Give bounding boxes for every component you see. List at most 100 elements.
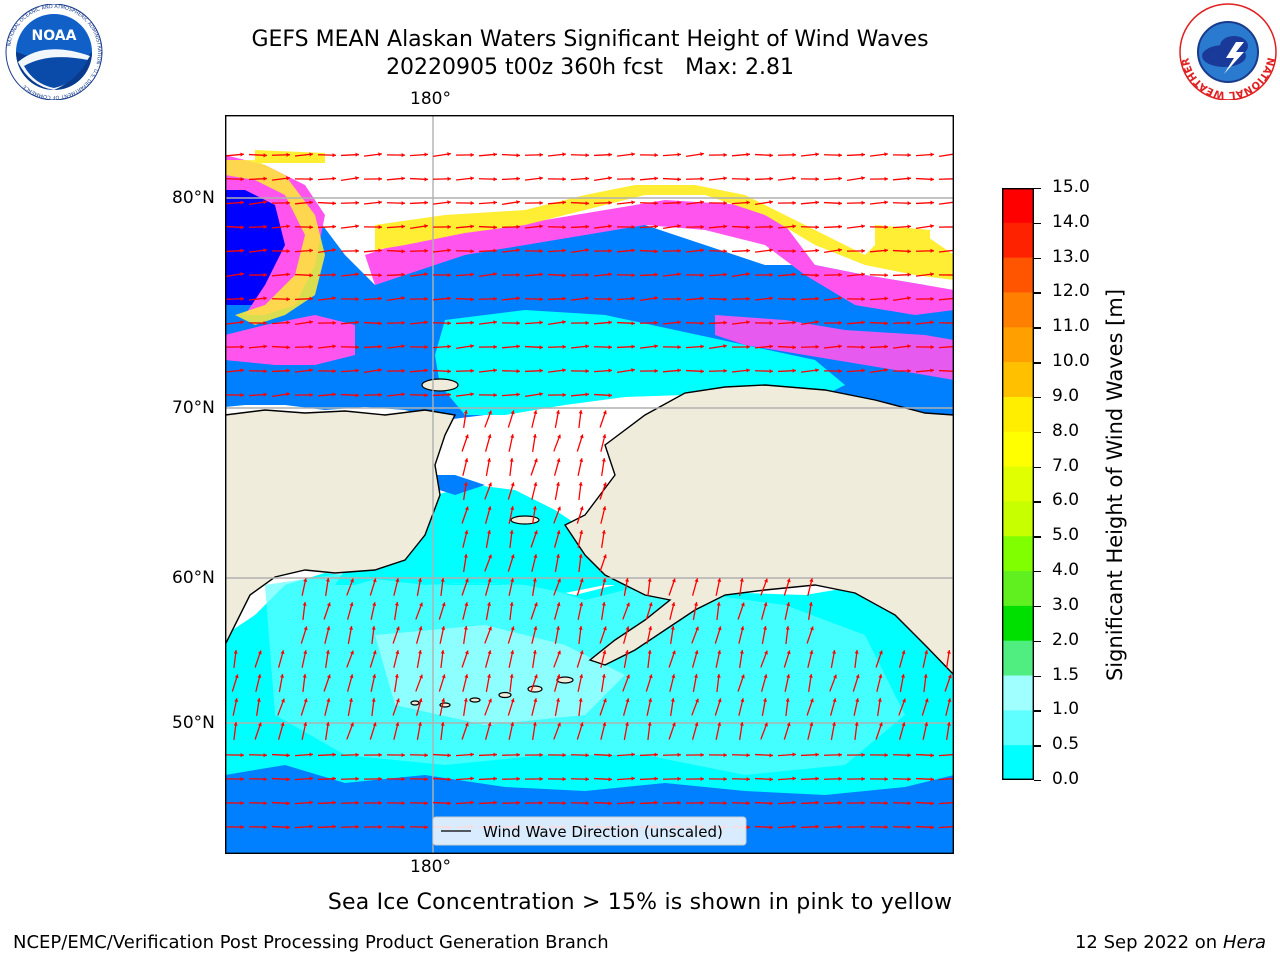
- wave-direction-arrowhead: [792, 320, 796, 325]
- wave-direction-arrowhead: [884, 368, 888, 373]
- wave-direction-arrowhead: [487, 650, 492, 655]
- wave-direction-arrowhead: [671, 674, 676, 679]
- wave-direction-arrowhead: [930, 320, 934, 325]
- wave-direction-arrowhead: [671, 578, 676, 583]
- wave-direction-arrowhead: [440, 578, 445, 582]
- wave-direction-arrowhead: [624, 650, 630, 654]
- wave-direction-arrowhead: [763, 602, 768, 607]
- colorbar-title: Significant Height of Wind Waves [m]: [1103, 288, 1127, 682]
- wave-direction-arrowhead: [677, 344, 681, 350]
- colorbar-swatch: [1002, 710, 1034, 746]
- wave-direction-arrowhead: [723, 344, 727, 349]
- wave-direction-arrowhead: [470, 272, 474, 277]
- wave-direction-arrowhead: [809, 626, 814, 631]
- wave-direction-arrowhead: [562, 752, 566, 758]
- wave-direction-arrowhead: [533, 458, 538, 463]
- wave-direction-arrowhead: [424, 753, 428, 758]
- wave-direction-arrowhead: [424, 224, 428, 229]
- wave-direction-arrowhead: [671, 650, 676, 655]
- wave-direction-arrowhead: [350, 578, 354, 583]
- colorbar-swatch: [1002, 501, 1034, 537]
- chart-title: GEFS MEAN Alaskan Waters Significant Hei…: [251, 27, 929, 52]
- wave-direction-arrowhead: [884, 248, 888, 253]
- wave-direction-arrowhead: [309, 296, 313, 301]
- wave-direction-arrowhead: [555, 698, 561, 702]
- wave-direction-arrowhead: [401, 752, 405, 758]
- wave-direction-arrowhead: [280, 650, 285, 655]
- wave-direction-arrowhead: [487, 578, 492, 583]
- wave-direction-arrowhead: [510, 482, 515, 487]
- colorbar: [1002, 188, 1034, 780]
- wave-direction-arrowhead: [608, 152, 612, 157]
- wave-direction-arrowhead: [309, 176, 313, 182]
- wave-direction-arrowhead: [631, 321, 635, 326]
- wave-direction-arrowhead: [510, 410, 515, 415]
- wave-direction-arrowhead: [509, 674, 514, 678]
- wave-direction-arrowhead: [378, 392, 382, 397]
- wave-direction-arrowhead: [700, 272, 704, 278]
- wave-direction-arrowhead: [309, 320, 313, 325]
- wave-direction-arrowhead: [286, 152, 290, 157]
- wave-direction-arrowhead: [394, 602, 399, 606]
- wave-direction-arrowhead: [263, 777, 267, 782]
- wave-direction-arrowhead: [562, 273, 566, 278]
- colorbar-swatch: [1002, 257, 1034, 293]
- wave-direction-arrowhead: [487, 434, 492, 439]
- lat-label-50: 50°N: [172, 713, 215, 733]
- wave-direction-arrowhead: [625, 698, 630, 703]
- footer-branch: NCEP/EMC/Verification Post Processing Pr…: [13, 932, 609, 953]
- wave-direction-arrowhead: [930, 224, 934, 229]
- wave-direction-arrowhead: [677, 368, 681, 373]
- wave-direction-arrowhead: [401, 392, 405, 397]
- wave-direction-arrowhead: [470, 152, 474, 158]
- wave-direction-arrowhead: [348, 626, 354, 630]
- wave-direction-arrowhead: [510, 626, 515, 631]
- wave-direction-arrowhead: [585, 344, 589, 349]
- bering-sea: [335, 485, 635, 593]
- wave-direction-arrowhead: [401, 776, 405, 782]
- wave-direction-arrowhead: [286, 825, 290, 830]
- wave-direction-arrowhead: [401, 176, 405, 181]
- wave-direction-arrowhead: [769, 753, 773, 758]
- wave-direction-arrowhead: [930, 272, 934, 277]
- wave-direction-arrowhead: [309, 776, 313, 781]
- wave-direction-arrowhead: [930, 801, 934, 806]
- wave-direction-arrowhead: [447, 176, 451, 181]
- wave-direction-arrowhead: [654, 752, 658, 757]
- lat-label-60: 60°N: [172, 568, 215, 588]
- wave-direction-arrowhead: [838, 800, 842, 805]
- wave-direction-arrowhead: [516, 800, 520, 805]
- wave-direction-arrowhead: [654, 368, 658, 374]
- wave-direction-arrowhead: [815, 225, 819, 230]
- wave-direction-arrowhead: [463, 698, 468, 702]
- wave-direction-arrowhead: [861, 200, 865, 205]
- wave-direction-arrowhead: [233, 650, 238, 654]
- wave-direction-arrowhead: [532, 722, 537, 726]
- wave-direction-arrowhead: [286, 777, 290, 782]
- wave-direction-arrowhead: [240, 776, 244, 782]
- wave-direction-arrowhead: [578, 410, 583, 414]
- wave-direction-arrowhead: [602, 482, 607, 487]
- wave-direction-arrowhead: [516, 369, 520, 374]
- sea-ice-note: Sea Ice Concentration > 15% is shown in …: [327, 890, 953, 915]
- max-value: Max: 2.81: [685, 55, 794, 80]
- wave-direction-arrowhead: [555, 626, 561, 630]
- footer-date-text: 12 Sep 2022 on: [1074, 932, 1218, 953]
- wave-direction-arrowhead: [533, 530, 538, 535]
- wave-direction-arrowhead: [608, 777, 612, 782]
- wave-direction-arrowhead: [815, 344, 819, 349]
- wave-direction-arrowhead: [539, 248, 543, 254]
- wave-direction-arrowhead: [240, 800, 244, 806]
- wave-direction-arrowhead: [516, 344, 520, 349]
- wave-direction-arrowhead: [401, 296, 405, 301]
- wave-direction-arrowhead: [585, 224, 589, 229]
- wave-direction-arrowhead: [509, 530, 514, 534]
- wave-direction-arrowhead: [907, 296, 911, 301]
- wave-direction-arrowhead: [700, 344, 704, 349]
- colorbar-swatch: [1002, 605, 1034, 642]
- wave-direction-arrowhead: [533, 626, 538, 631]
- wave-direction-arrowhead: [602, 506, 607, 511]
- wave-direction-arrowhead: [654, 201, 658, 206]
- wave-direction-arrowhead: [355, 200, 359, 205]
- wave-direction-arrowhead: [562, 776, 566, 782]
